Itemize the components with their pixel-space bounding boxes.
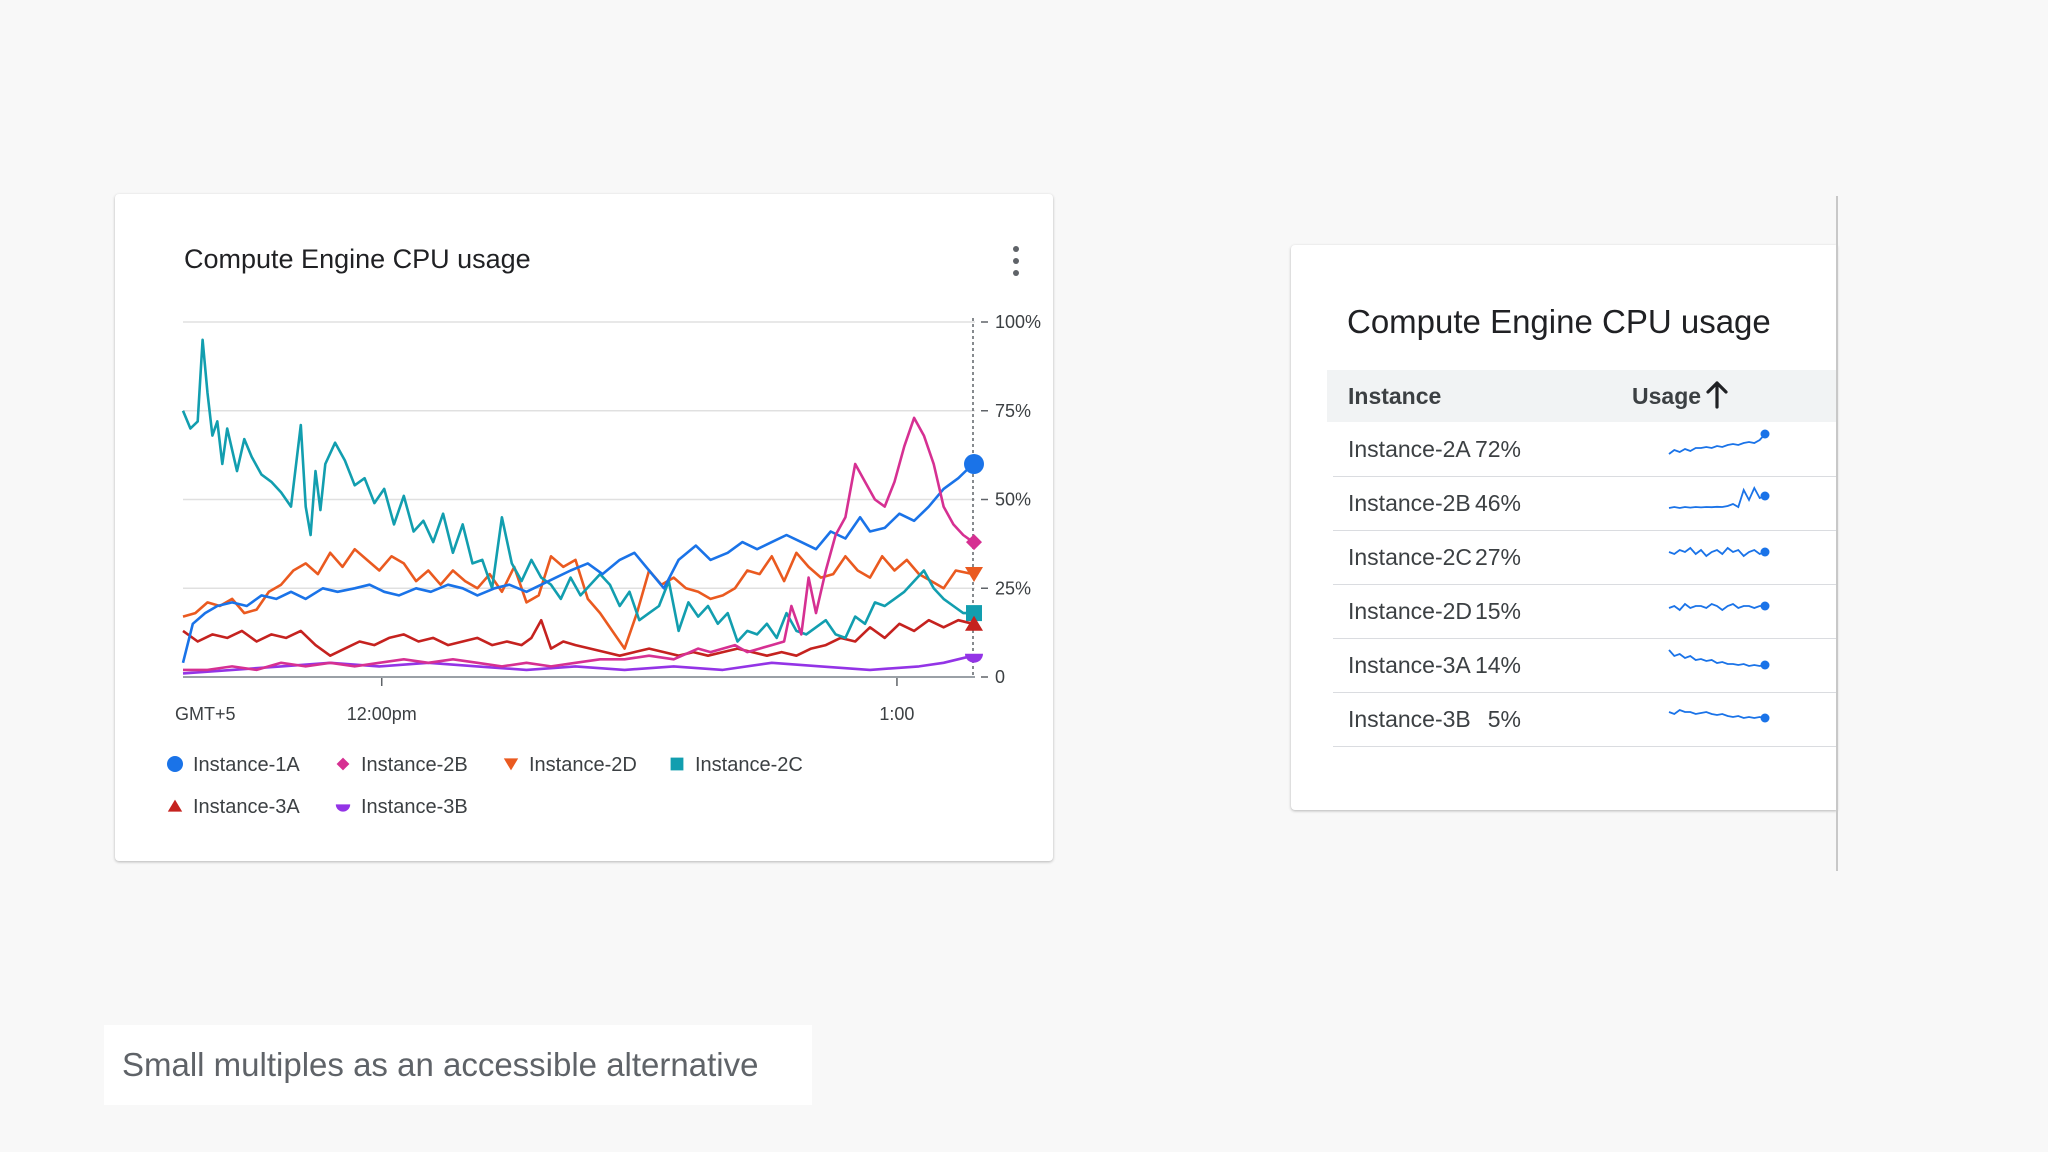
series-line-instance-2c	[181, 338, 973, 643]
legend-item-instance-3b[interactable]: Instance-3B	[335, 796, 468, 818]
more-vert-icon[interactable]	[1009, 246, 1023, 276]
end-marker-instance-2d	[965, 567, 983, 583]
legend-marker	[670, 757, 684, 771]
sparkline-path	[1668, 649, 1766, 667]
table-header: Instance Usage	[1327, 370, 1837, 422]
usage-value: 5%	[1487, 706, 1521, 732]
legend-item-instance-2c[interactable]: Instance-2C	[670, 754, 803, 776]
legend-label: Instance-1A	[193, 754, 300, 776]
series-line-instance-3a	[182, 618, 974, 657]
y-tick-label: 50%	[995, 490, 1031, 510]
sparkline-path	[1668, 433, 1766, 455]
sparkline-path	[1668, 602, 1765, 612]
column-header-usage[interactable]: Usage	[1632, 383, 1702, 409]
instance-name: Instance-2A	[1348, 436, 1471, 462]
y-tick-label: 75%	[995, 401, 1031, 421]
instance-name: Instance-2D	[1348, 598, 1473, 624]
sparkline-end-dot	[1760, 491, 1770, 501]
usage-value: 15%	[1474, 598, 1521, 624]
instance-name: Instance-3A	[1348, 652, 1471, 678]
table-row[interactable]: Instance-2B 46%	[1333, 476, 1837, 531]
usage-value: 72%	[1474, 436, 1521, 462]
sparkline	[1668, 546, 1770, 558]
usage-value: 14%	[1474, 652, 1521, 678]
usage-value: 46%	[1474, 490, 1521, 516]
sparkline-end-dot	[1760, 547, 1770, 557]
sparkline-path	[1668, 485, 1766, 509]
table-card: Compute Engine CPU usage Instance Usage …	[1291, 245, 1837, 810]
table-row[interactable]: Instance-3A 14%	[1333, 638, 1837, 693]
sparkline	[1668, 649, 1770, 670]
legend-label: Instance-2D	[529, 754, 637, 776]
divider-line	[1836, 196, 1838, 871]
caption-box: Small multiples as an accessible alterna…	[104, 1025, 812, 1105]
instance-name: Instance-2C	[1348, 544, 1473, 570]
sparkline-path	[1668, 708, 1766, 719]
end-marker-instance-1a	[964, 454, 984, 474]
caption: Small multiples as an accessible alterna…	[122, 1046, 759, 1083]
column-header-instance[interactable]: Instance	[1348, 383, 1442, 409]
sparkline-end-dot	[1760, 429, 1770, 439]
chart-title: Compute Engine CPU usage	[184, 244, 531, 274]
end-marker-instance-2b	[966, 534, 982, 551]
legend-marker	[167, 799, 183, 812]
sparkline-path	[1668, 546, 1766, 558]
end-marker-instance-2c	[966, 605, 982, 622]
legend-label: Instance-3B	[361, 796, 468, 818]
legend-label: Instance-2B	[361, 754, 468, 776]
legend-marker	[503, 758, 519, 771]
y-tick-label: 25%	[995, 578, 1031, 598]
sparkline	[1668, 429, 1770, 455]
legend-item-instance-3a[interactable]: Instance-3A	[167, 796, 301, 818]
table-title: Compute Engine CPU usage	[1347, 303, 1771, 340]
table-row[interactable]: Instance-3B 5%	[1333, 692, 1837, 747]
sparkline-end-dot	[1760, 713, 1770, 723]
usage-value: 27%	[1474, 544, 1521, 570]
sparkline	[1668, 601, 1770, 612]
series-line-instance-1a	[181, 463, 974, 664]
legend-marker	[335, 804, 351, 812]
instance-name: Instance-2B	[1348, 490, 1471, 516]
y-tick-label: 100%	[995, 312, 1041, 332]
sparkline	[1668, 485, 1770, 509]
chart-card: Compute Engine CPU usage 0 25% 50% 75% 100% 1…	[115, 194, 1053, 861]
x-tick-label: 12:00pm	[347, 704, 417, 724]
legend-item-instance-2b[interactable]: Instance-2B	[336, 754, 468, 776]
y-tick-label: 0	[995, 667, 1005, 687]
sparkline-end-dot	[1760, 660, 1770, 670]
series-line-instance-2d	[182, 547, 974, 650]
legend-marker	[336, 757, 350, 771]
legend-marker	[167, 756, 183, 772]
end-marker-instance-3b	[965, 653, 983, 663]
table-row[interactable]: Instance-2C 27%	[1333, 530, 1837, 585]
arrow-up-icon[interactable]	[1705, 380, 1729, 410]
legend-label: Instance-2C	[695, 754, 803, 776]
legend-item-instance-1a[interactable]: Instance-1A	[167, 754, 300, 776]
table-row[interactable]: Instance-2A 72%	[1333, 422, 1837, 477]
timezone-label: GMT+5	[175, 704, 236, 724]
legend-label: Instance-3A	[193, 796, 300, 818]
sparkline	[1668, 708, 1770, 723]
x-tick-label: 1:00	[879, 704, 914, 724]
series-line-instance-2b	[183, 416, 974, 672]
instance-name: Instance-3B	[1348, 706, 1471, 732]
end-marker-instance-3a	[965, 615, 983, 631]
sparkline-end-dot	[1760, 601, 1770, 611]
table-row[interactable]: Instance-2D 15%	[1333, 584, 1837, 639]
legend-item-instance-2d[interactable]: Instance-2D	[503, 754, 637, 776]
